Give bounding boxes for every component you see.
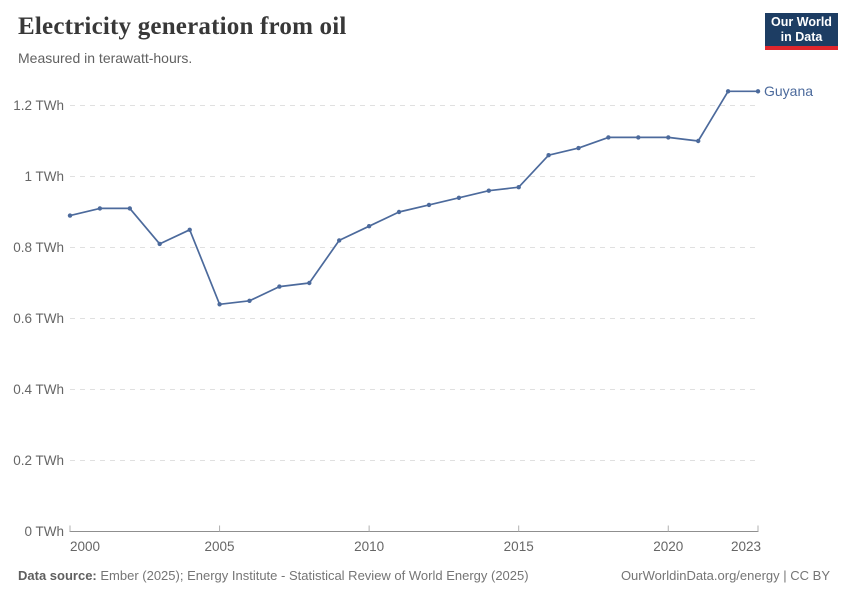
- data-point-marker[interactable]: [516, 185, 521, 190]
- data-point-marker[interactable]: [217, 302, 222, 307]
- x-axis-tick-label: 2015: [504, 539, 534, 554]
- series-entity-label[interactable]: Guyana: [764, 83, 813, 99]
- chart-subtitle: Measured in terawatt-hours.: [18, 50, 193, 66]
- data-point-marker[interactable]: [636, 135, 641, 140]
- y-axis-tick-label: 1 TWh: [24, 169, 64, 184]
- x-axis-tick-label: 2023: [731, 539, 761, 554]
- x-axis-tick-label: 2020: [653, 539, 683, 554]
- data-point-marker[interactable]: [366, 224, 372, 229]
- y-axis-tick-label: 0 TWh: [24, 524, 64, 539]
- y-axis-tick-label: 1.2 TWh: [13, 98, 64, 113]
- chart-footer: Data source: Ember (2025); Energy Instit…: [18, 568, 830, 583]
- owid-logo[interactable]: Our World in Data: [765, 13, 838, 50]
- data-point-marker[interactable]: [666, 135, 671, 140]
- data-point-marker[interactable]: [426, 202, 432, 208]
- data-point-marker[interactable]: [546, 153, 551, 158]
- owid-logo-line2: in Data: [780, 29, 823, 44]
- data-point-marker[interactable]: [157, 241, 162, 247]
- data-point-marker[interactable]: [307, 280, 312, 286]
- page-title: Electricity generation from oil: [18, 13, 347, 40]
- data-point-marker[interactable]: [606, 135, 611, 140]
- data-source-text: Ember (2025); Energy Institute - Statist…: [96, 568, 529, 583]
- data-source-label: Data source:: [18, 568, 97, 583]
- owid-url-link[interactable]: OurWorldinData.org/energy | CC BY: [620, 568, 830, 583]
- data-point-marker[interactable]: [97, 206, 103, 211]
- x-axis-tick-label: 2000: [70, 539, 100, 554]
- data-point-marker[interactable]: [127, 206, 132, 211]
- x-axis-tick-label: 2005: [205, 539, 235, 554]
- y-axis-tick-label: 0.8 TWh: [13, 240, 64, 255]
- y-axis-tick-label: 0.2 TWh: [13, 453, 64, 468]
- data-point-marker[interactable]: [755, 89, 761, 94]
- owid-logo-line1: Our World: [771, 14, 832, 29]
- data-point-marker[interactable]: [576, 145, 581, 151]
- data-point-marker[interactable]: [187, 227, 192, 232]
- y-axis-tick-label: 0.4 TWh: [13, 382, 64, 397]
- x-axis-tick-label: 2010: [354, 539, 384, 554]
- data-point-marker[interactable]: [277, 284, 282, 289]
- data-source-note: Data source: Ember (2025); Energy Instit…: [18, 568, 529, 583]
- data-point-marker[interactable]: [696, 138, 701, 144]
- y-axis-tick-label: 0.6 TWh: [13, 311, 64, 326]
- data-series-line[interactable]: [69, 90, 759, 306]
- data-point-marker[interactable]: [247, 298, 252, 303]
- data-point-marker[interactable]: [486, 188, 491, 193]
- data-point-marker[interactable]: [725, 89, 731, 94]
- data-point-marker[interactable]: [396, 209, 402, 215]
- data-point-marker[interactable]: [337, 238, 342, 243]
- data-point-marker[interactable]: [456, 195, 462, 200]
- data-point-marker[interactable]: [67, 213, 73, 218]
